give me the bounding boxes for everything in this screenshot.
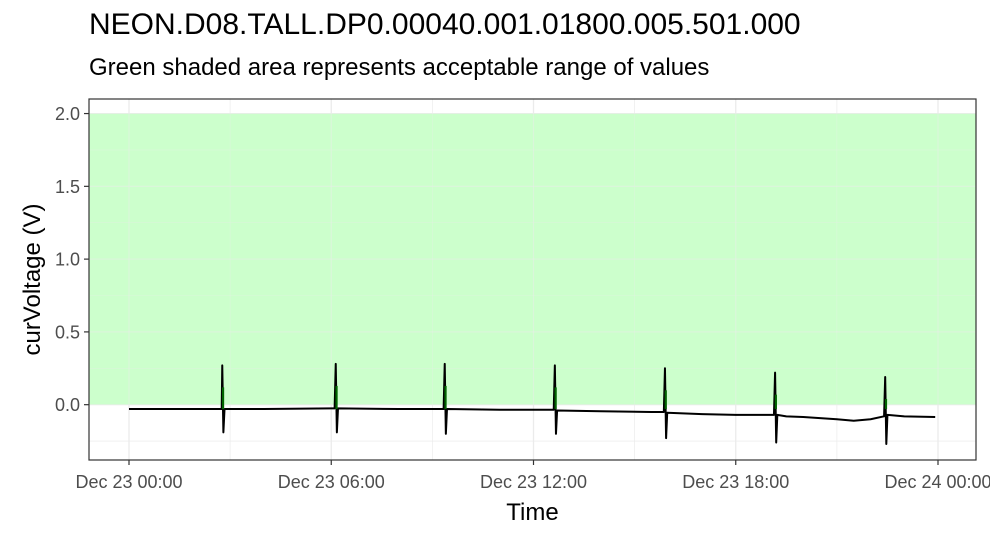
grid-overlay-layer (89, 99, 976, 460)
series-line (129, 362, 936, 445)
chart-subtitle: Green shaded area represents acceptable … (89, 54, 710, 81)
x-axis-label: Time (506, 499, 558, 526)
panel-border (88, 98, 977, 461)
acceptable-range-layer (89, 113, 976, 405)
x-tick-label: Dec 24 00:00 (884, 472, 990, 492)
acceptable-range-band (89, 113, 976, 405)
y-tick-label: 1.0 (55, 250, 80, 270)
chart-title: NEON.D08.TALL.DP0.00040.001.01800.005.50… (89, 8, 801, 41)
axis-layer: 0.0 0.5 1.0 1.5 2.0 Dec 23 00:00 Dec 23 06:00 D… (55, 104, 990, 492)
y-tick-label: 0.0 (55, 395, 80, 415)
y-axis-label: curVoltage (V) (19, 203, 46, 355)
series-layer (129, 362, 936, 445)
x-tick-label: Dec 23 00:00 (75, 472, 182, 492)
x-tick-label: Dec 23 12:00 (480, 472, 587, 492)
x-tick-label: Dec 23 18:00 (682, 472, 789, 492)
x-tick-label: Dec 23 06:00 (278, 472, 385, 492)
y-tick-label: 0.5 (55, 322, 80, 342)
y-tick-label: 2.0 (55, 104, 80, 124)
y-tick-label: 1.5 (55, 177, 80, 197)
